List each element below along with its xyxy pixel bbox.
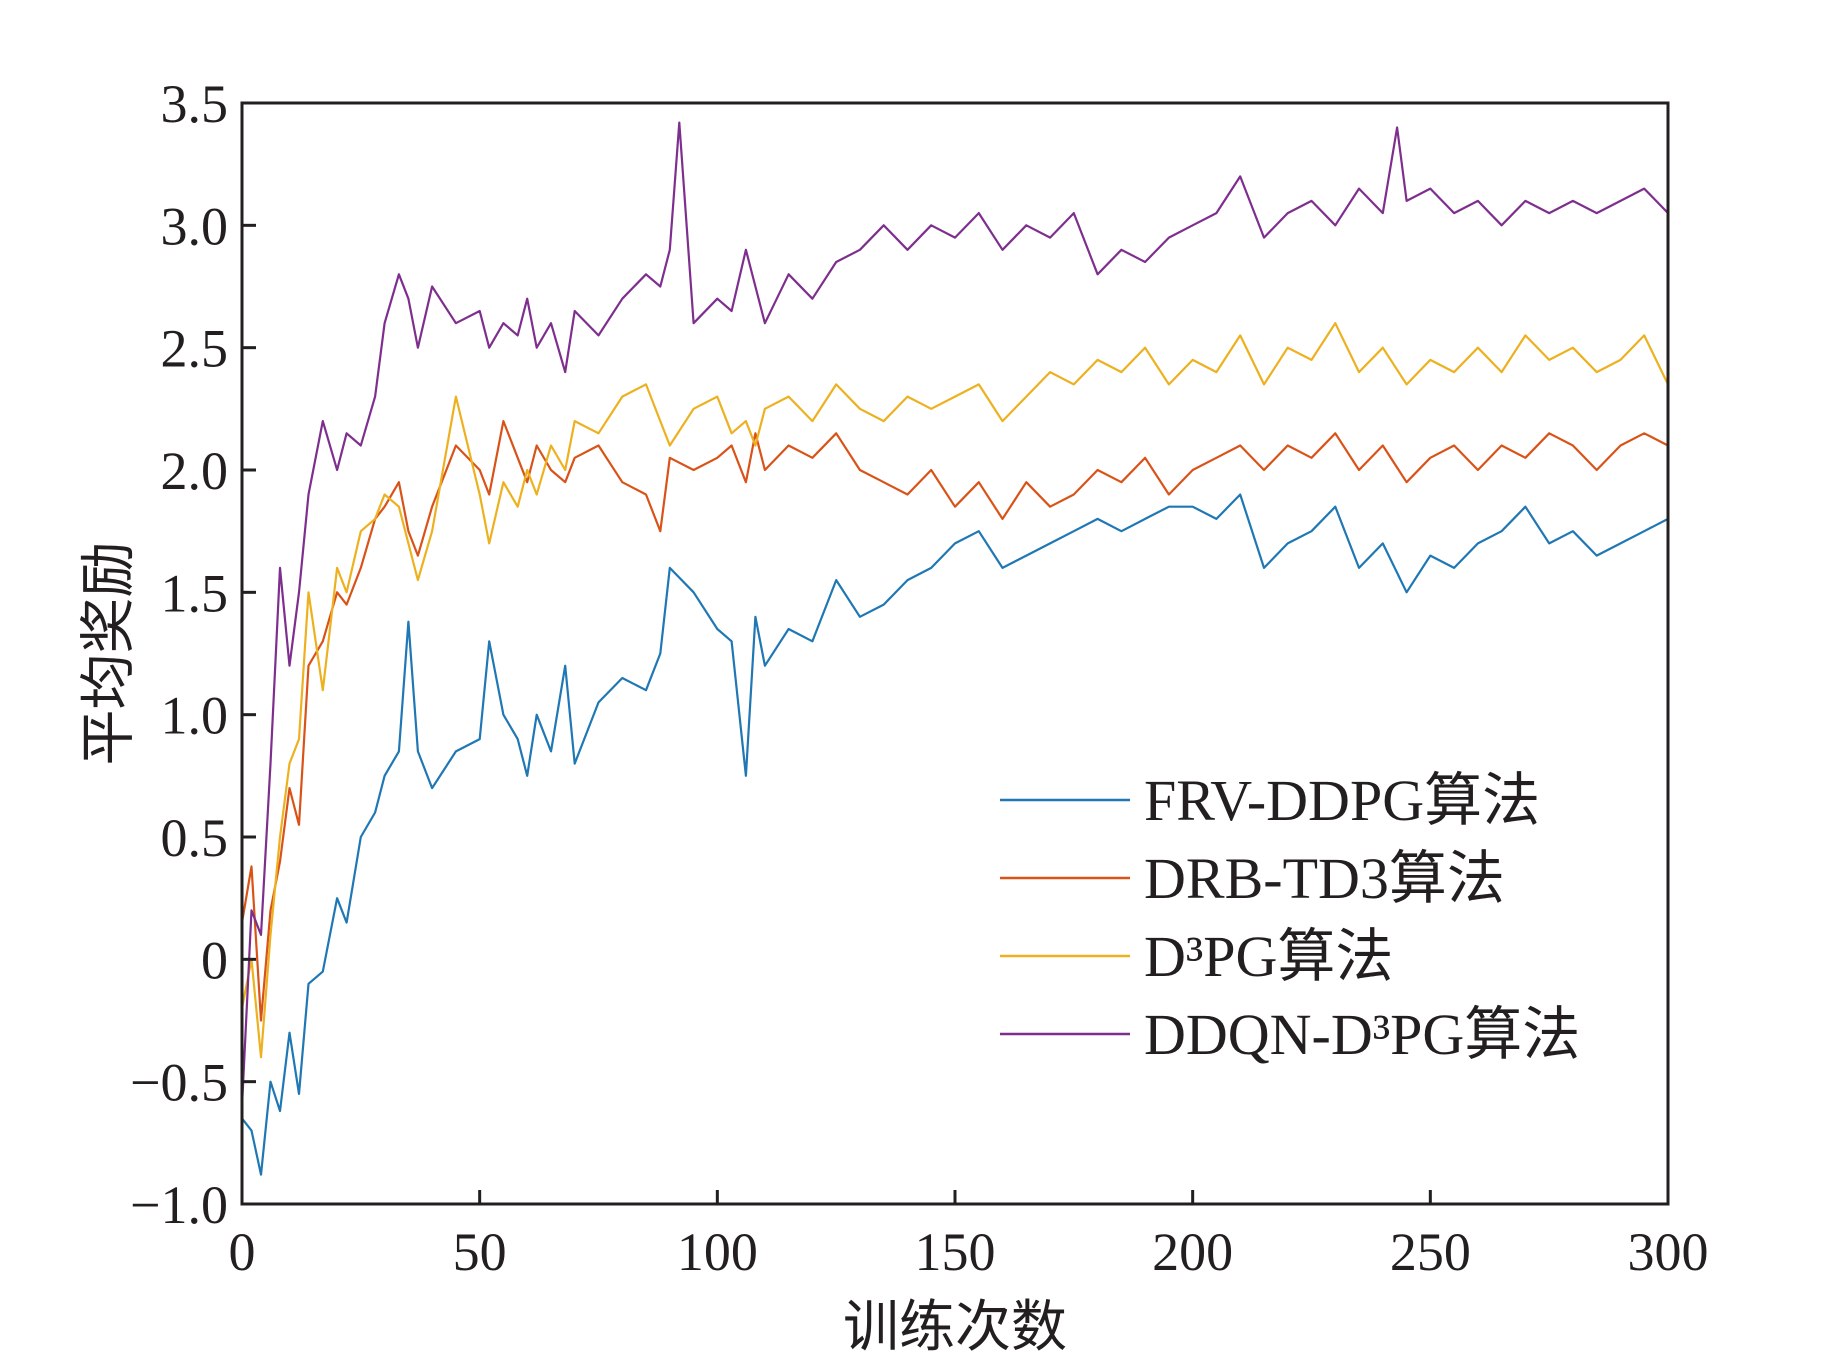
x-tick-label: 200 — [1152, 1222, 1233, 1282]
y-tick-label: −0.5 — [130, 1053, 228, 1113]
legend-label: FRV-DDPG算法 — [1144, 768, 1540, 833]
x-tick-label: 300 — [1628, 1222, 1709, 1282]
x-tick-label: 100 — [677, 1222, 758, 1282]
y-tick-label: 3.0 — [161, 196, 229, 256]
x-axis-title: 训练次数 — [843, 1295, 1067, 1360]
series-line-2 — [242, 420, 1668, 1022]
y-tick-label: 2.5 — [161, 319, 229, 379]
series-line-3 — [242, 322, 1668, 1059]
y-tick-label: 3.5 — [161, 74, 229, 134]
tick-labels: 0 50 100 150 200 250 300 −1.0 −0.5 0 0.5 1.0 1.5 2.0 2… — [130, 74, 1708, 1282]
legend-label: DRB-TD3算法 — [1144, 846, 1505, 911]
series-line-4 — [242, 121, 1668, 1107]
y-tick-label: 1.5 — [161, 563, 229, 623]
x-tick-label: 150 — [915, 1222, 996, 1282]
y-tick-label: 2.0 — [161, 441, 229, 501]
y-axis-title: 平均奖励 — [77, 542, 142, 766]
y-tick-label: 0.5 — [161, 808, 229, 868]
y-tick-label: −1.0 — [130, 1175, 228, 1235]
legend-label: D³PG算法 — [1144, 924, 1393, 989]
x-tick-label: 0 — [229, 1222, 256, 1282]
legend-label: DDQN-D³PG算法 — [1144, 1002, 1580, 1067]
x-tick-label: 50 — [453, 1222, 507, 1282]
y-tick-label: 1.0 — [161, 686, 229, 746]
series-line-1 — [242, 493, 1668, 1176]
legend: FRV-DDPG算法 DRB-TD3算法 D³PG算法 DDQN-D³PG算法 — [1000, 768, 1580, 1067]
y-tick-label: 0 — [201, 930, 228, 990]
series-layer — [242, 121, 1668, 1176]
axis-ticks — [240, 101, 1670, 1206]
x-tick-label: 250 — [1390, 1222, 1471, 1282]
